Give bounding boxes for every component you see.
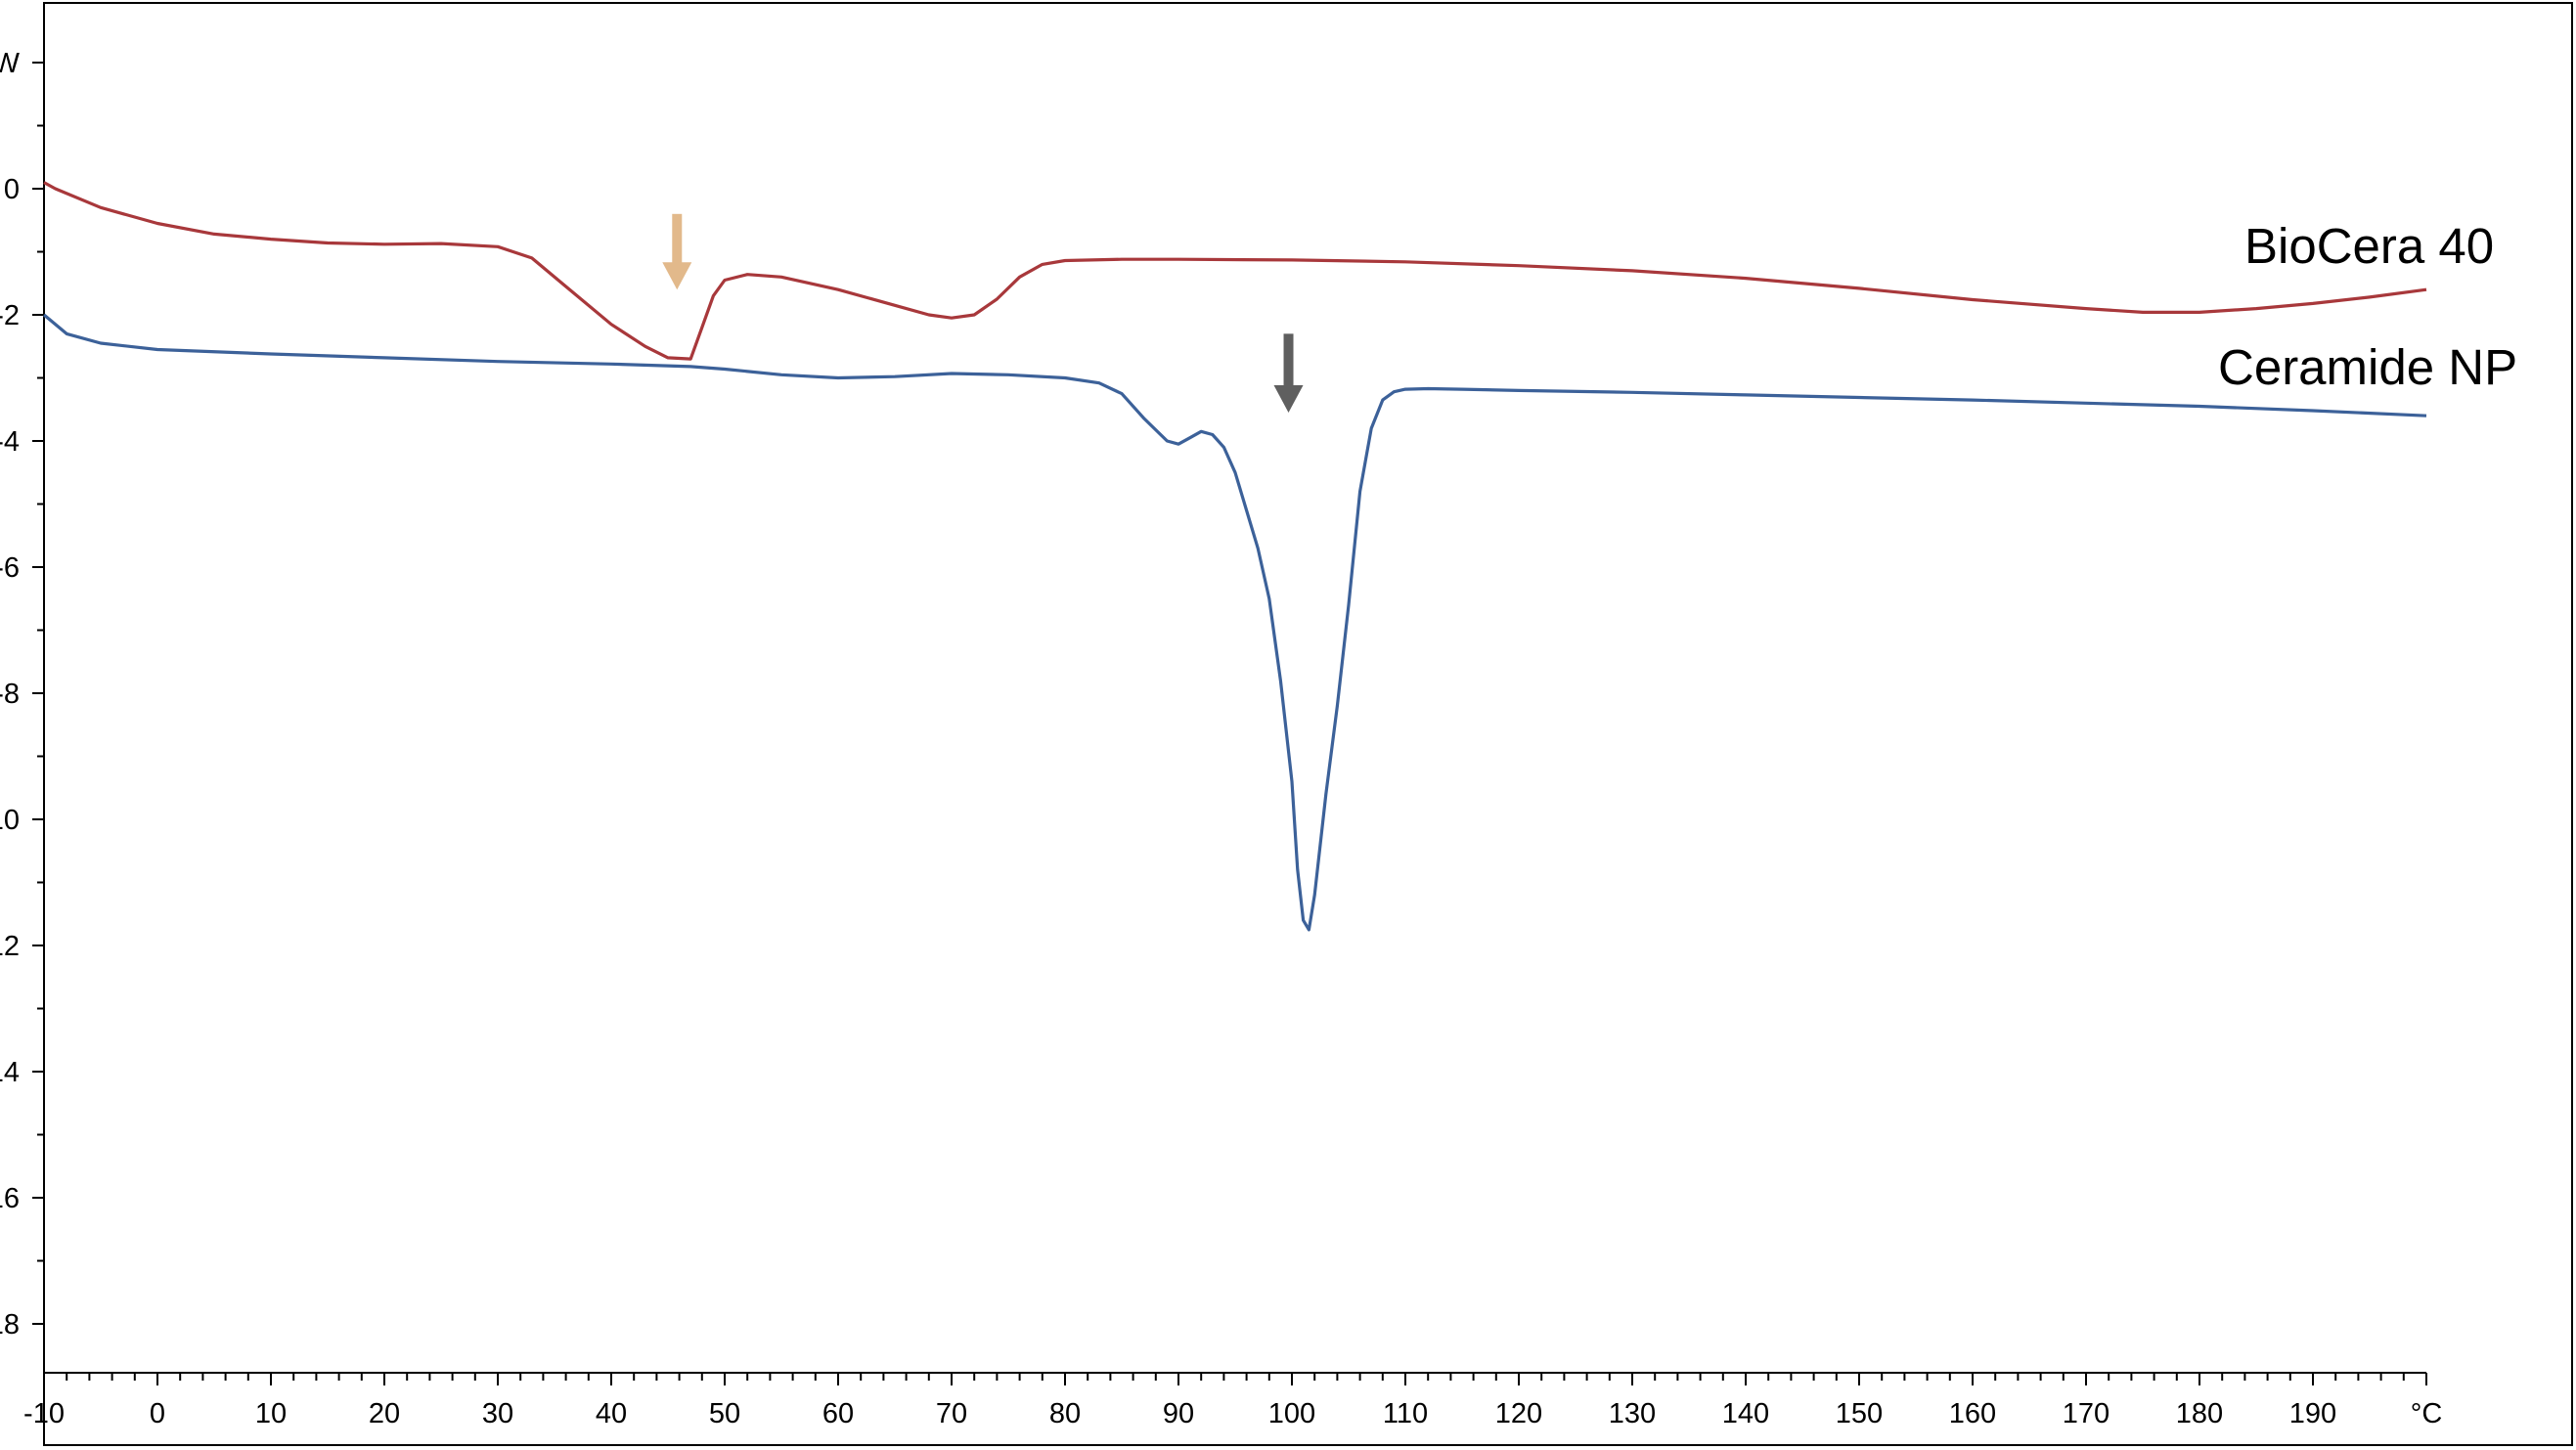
series-label-ceramide: Ceramide NP xyxy=(2218,339,2517,395)
chart-border xyxy=(43,2,2573,1446)
y-tick-label: -16 xyxy=(0,1183,20,1214)
y-tick-label: -4 xyxy=(0,426,20,458)
x-unit-label: °C xyxy=(2411,1398,2443,1429)
x-tick-label: 160 xyxy=(1949,1398,1996,1429)
y-tick-label: 0 xyxy=(4,174,20,205)
arrow-ceramide-shaft xyxy=(1283,333,1294,387)
arrow-biocera-head xyxy=(662,262,692,290)
x-tick-label: 50 xyxy=(709,1398,740,1429)
x-tick-label: 10 xyxy=(255,1398,287,1429)
axes: 0 -2 -4 -6 -8 -10 -12 -14 -16 -18 mW -10 0 10 20 30 40 50… xyxy=(0,31,2442,1429)
arrow-ceramide-head xyxy=(1273,384,1304,413)
x-tick-label: 130 xyxy=(1609,1398,1656,1429)
annotation-group xyxy=(662,213,1304,413)
x-tick-label: 0 xyxy=(150,1398,165,1429)
x-tick-label: 80 xyxy=(1049,1398,1081,1429)
series-group xyxy=(42,181,2427,932)
x-tick-label: 40 xyxy=(596,1398,627,1429)
series-line-ceramide xyxy=(42,313,2427,932)
x-tick-label: 180 xyxy=(2176,1398,2223,1429)
y-tick-label: -14 xyxy=(0,1057,20,1088)
y-tick-label: -10 xyxy=(0,805,20,836)
x-tick-label: 100 xyxy=(1268,1398,1315,1429)
x-tick-label: 70 xyxy=(936,1398,967,1429)
x-tick-label: -10 xyxy=(23,1398,65,1429)
x-tick-label: 150 xyxy=(1836,1398,1883,1429)
x-tick-label: 60 xyxy=(822,1398,854,1429)
y-tick-label: -8 xyxy=(0,679,20,710)
y-unit-label: mW xyxy=(0,48,21,79)
y-tick-label: -18 xyxy=(0,1309,20,1340)
y-tick-label: -6 xyxy=(0,552,20,584)
y-tick-label: -12 xyxy=(0,931,20,962)
y-tick-label: -2 xyxy=(0,300,20,331)
x-tick-label: 90 xyxy=(1163,1398,1194,1429)
x-tick-label: 120 xyxy=(1495,1398,1542,1429)
arrow-biocera-shaft xyxy=(672,213,683,265)
series-line-biocera xyxy=(43,181,2427,361)
series-label-group: BioCera 40 Ceramide NP xyxy=(2218,218,2517,395)
x-tick-label: 190 xyxy=(2289,1398,2336,1429)
x-tick-label: 110 xyxy=(1383,1398,1428,1429)
x-tick-label: 170 xyxy=(2063,1398,2110,1429)
x-tick-label: 140 xyxy=(1722,1398,1769,1429)
x-tick-label: 20 xyxy=(369,1398,400,1429)
series-label-biocera: BioCera 40 xyxy=(2244,218,2494,274)
x-tick-label: 30 xyxy=(482,1398,513,1429)
